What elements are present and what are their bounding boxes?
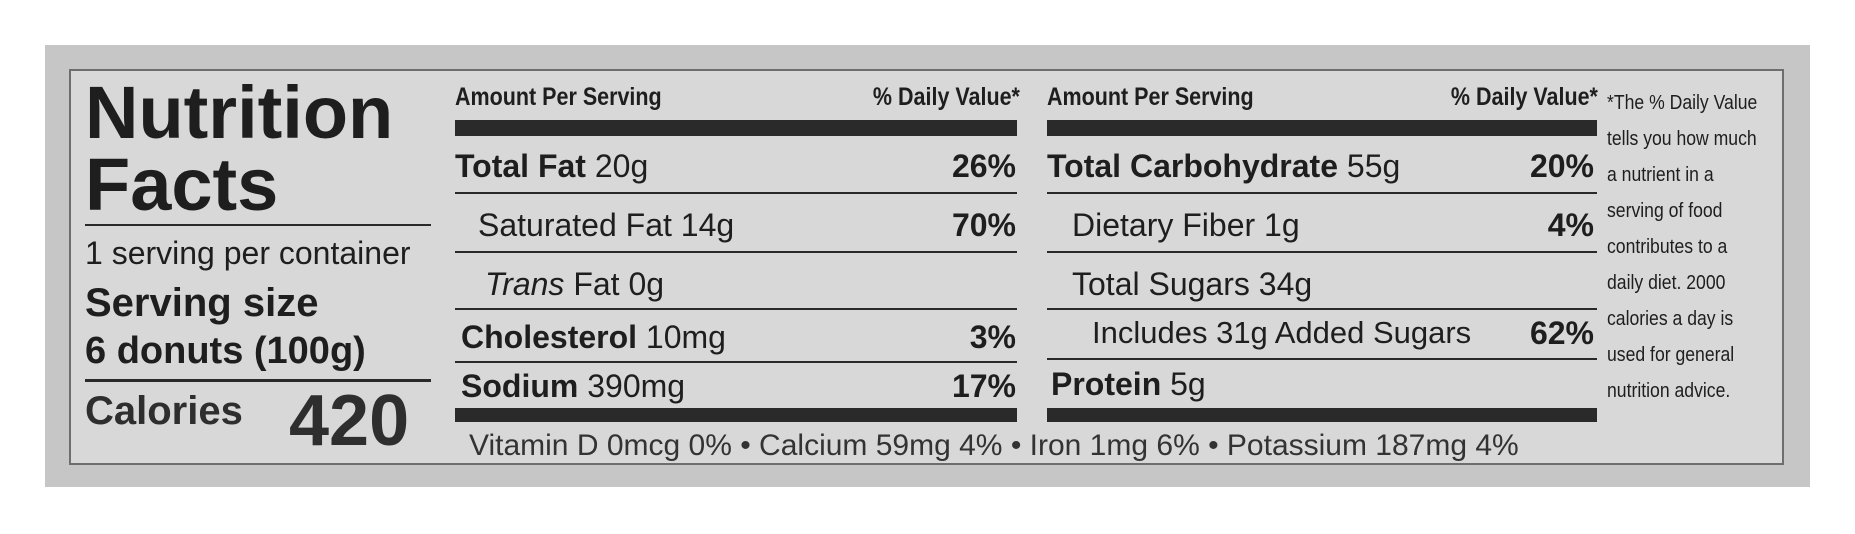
column-header: Amount Per Serving [1047,83,1254,111]
nutrient-amount: 5g [1170,366,1206,402]
nutrient-name: Sodium [461,368,579,404]
column-header: Amount Per Serving [455,83,662,111]
serving-size-label: Serving size [85,281,319,325]
daily-value: 4% [1547,207,1594,243]
servings: 1 serving per container [85,235,411,271]
divider [85,224,431,226]
nutrient-amount: 0g [628,266,665,302]
thick-rule [1047,120,1597,136]
nutrient-name: Fat [573,266,620,302]
footnote: *The % Daily Value tells you how much a … [1607,92,1758,402]
nutrient-prefix: Trans [485,266,565,302]
daily-value: 20% [1529,148,1594,184]
serving-size-value: 6 donuts (100g) [85,330,366,372]
divider [455,308,1017,310]
thick-rule [455,408,1017,422]
daily-value: 70% [951,207,1016,243]
divider [1047,308,1597,310]
nutrient-row: Saturated Fat 14g [478,206,734,244]
nutrient-name: Dietary Fiber [1072,207,1256,243]
divider [455,192,1017,194]
calories-value: 420 [289,381,410,461]
nutrient-name: Total Carbohydrate [1047,148,1338,184]
nutrient-amount: 390mg [587,368,686,404]
nutrient-name: Protein [1051,366,1162,402]
column-header: % Daily Value* [1450,83,1598,111]
thick-rule [1047,408,1597,422]
daily-value: 62% [1529,315,1594,351]
nutrient-name: Includes 31g Added Sugars [1092,315,1472,350]
thick-rule [455,120,1017,136]
divider [1047,251,1597,253]
nutrient-amount: 20g [594,148,649,184]
nutrient-amount: 55g [1346,148,1401,184]
nutrient-row: Total Carbohydrate 55g [1047,147,1400,185]
nutrient-row: Total Sugars 34g [1072,265,1312,303]
nutrient-row: Cholesterol 10mg [461,318,726,356]
nutrient-row: Trans Fat 0g [485,265,664,303]
nutrient-row: Total Fat 20g [455,147,648,185]
divider [1047,192,1597,194]
nutrient-name: Total Fat [455,148,586,184]
nutrient-row: Dietary Fiber 1g [1072,206,1300,244]
nutrient-amount: 10mg [645,319,726,355]
title: Facts [85,143,279,226]
column-header: % Daily Value* [872,83,1020,111]
nutrient-row: Includes 31g Added Sugars [1092,314,1471,351]
nutrient-row: Sodium 390mg [461,367,685,405]
nutrient-name: Total Sugars [1072,266,1250,302]
title: Nutrition [85,71,394,154]
nutrition-label: Nutrition Facts 1 serving per container … [69,69,1784,465]
divider [85,379,431,382]
nutrient-name: Saturated Fat [478,207,672,243]
divider [1047,358,1597,360]
nutrient-amount: 14g [680,207,735,243]
daily-value: 26% [951,148,1016,184]
divider [455,361,1017,363]
divider [455,251,1017,253]
nutrient-amount: 1g [1264,207,1300,243]
daily-value: 3% [969,319,1016,355]
footer-vitamins: Vitamin D 0mcg 0% • Calcium 59mg 4% • Ir… [469,429,1519,462]
nutrient-row: Protein 5g [1051,365,1206,403]
nutrient-name: Cholesterol [461,319,638,355]
nutrient-amount: 34g [1258,266,1313,302]
daily-value: 17% [951,368,1016,404]
calories-label: Calories [85,389,243,433]
